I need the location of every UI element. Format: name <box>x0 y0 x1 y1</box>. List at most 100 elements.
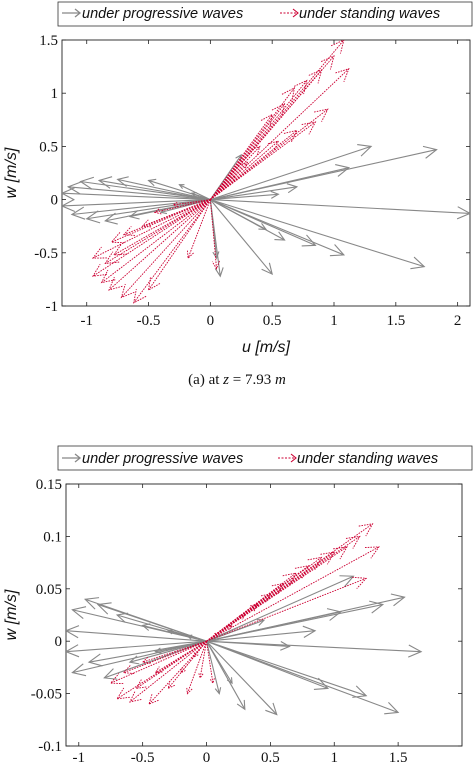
standing-wave-vector-a <box>210 79 308 200</box>
standing-wave-vector-a <box>133 199 211 304</box>
progressive-wave-vector-b <box>71 640 207 677</box>
x-tick-label-b: 0 <box>203 750 211 764</box>
progressive-wave-vector-a <box>79 176 211 201</box>
y-tick-label-a: -1 <box>46 299 59 315</box>
standing-wave-vector-a <box>210 129 298 200</box>
progressive-wave-vector-a <box>210 199 268 230</box>
progressive-wave-vector-a <box>97 176 211 201</box>
standing-wave-vector-b <box>109 640 207 685</box>
y-tick-label-b: 0 <box>55 634 63 650</box>
standing-wave-vector-a <box>210 175 236 200</box>
caption-a-value: = 7.93 <box>233 372 271 388</box>
progressive-wave-vector-a <box>210 199 426 270</box>
progressive-wave-vector-a <box>210 164 351 201</box>
vectors-a <box>62 40 470 304</box>
progressive-wave-vector-b <box>66 625 207 642</box>
x-tick-label-b: -1 <box>73 750 86 764</box>
progressive-wave-vector-b <box>128 640 207 665</box>
standing-wave-vector-b <box>206 632 221 642</box>
plot-area-a <box>61 39 471 307</box>
y-axis-label-a: w [m/s] <box>3 147 20 198</box>
standing-wave-vector-a <box>110 199 211 244</box>
caption-a-prefix: (a) at <box>188 372 220 388</box>
progressive-wave-vector-b <box>186 634 207 642</box>
standing-wave-vector-a <box>153 199 211 215</box>
standing-wave-vector-a <box>100 199 211 284</box>
progressive-wave-vector-a <box>210 183 299 201</box>
standing-wave-vector-b <box>206 582 284 642</box>
y-tick-label-b: 0.05 <box>36 582 62 598</box>
standing-wave-vector-a <box>120 199 211 299</box>
standing-wave-vector-b <box>135 640 207 689</box>
progressive-wave-vector-b <box>206 625 317 642</box>
standing-wave-vector-b <box>206 546 380 642</box>
legend-b: under progressive waves under standing w… <box>57 445 473 471</box>
progressive-wave-vector-b <box>206 640 233 685</box>
x-axis-label-a: u [m/s] <box>242 339 291 356</box>
standing-wave-vector-a <box>141 199 211 228</box>
progressive-wave-vector-b <box>96 602 207 642</box>
standing-wave-vector-b <box>198 641 207 679</box>
x-tick-label-b: -0.5 <box>131 750 155 764</box>
standing-wave-vector-b <box>186 641 207 695</box>
chart-a: under progressive waves under standing w… <box>3 1 473 388</box>
y-tick-label-b: 0.1 <box>43 529 62 545</box>
standing-wave-vector-a <box>113 199 211 256</box>
standing-wave-vector-b <box>206 572 297 642</box>
progressive-wave-vector-b <box>206 575 355 642</box>
x-tick-label-b: 0.5 <box>261 750 280 764</box>
y-tick-label-a: 1 <box>51 86 59 102</box>
progressive-wave-vector-a <box>210 190 280 201</box>
standing-wave-vector-b <box>206 593 272 642</box>
progressive-wave-vector-b <box>206 608 342 642</box>
ticks-a: -1 -0.5 0 0.5 1 1.5 2 -1 -0.5 0 0.5 1 1.5 <box>34 33 470 329</box>
vector-field-a <box>62 40 470 304</box>
progressive-wave-vector-b <box>154 640 207 654</box>
caption-a-var: z <box>222 372 229 388</box>
legend-b-box <box>57 445 473 471</box>
progressive-wave-vector-b <box>103 640 207 680</box>
y-tick-label-b: -0.05 <box>31 687 62 703</box>
x-tick-label-a: -0.5 <box>137 313 161 329</box>
progressive-wave-vector-b <box>206 640 330 691</box>
standing-wave-vector-a <box>210 69 323 200</box>
standing-wave-vector-b <box>193 640 207 658</box>
standing-wave-vector-b <box>154 640 207 674</box>
standing-wave-vector-a <box>172 199 211 207</box>
legend-b-progressive-swatch-head <box>74 453 82 463</box>
standing-wave-vector-a <box>210 103 286 200</box>
standing-wave-vector-a <box>122 199 211 236</box>
x-tick-label-a: -1 <box>80 313 93 329</box>
standing-wave-vector-b <box>206 551 336 642</box>
y-axis-label-b: w [m/s] <box>3 589 20 640</box>
standing-wave-vector-a <box>209 113 273 200</box>
caption-a-unit: m <box>275 372 286 388</box>
standing-wave-vector-a <box>147 199 211 291</box>
progressive-wave-vector-a <box>210 199 470 220</box>
standing-wave-vector-a <box>210 140 280 200</box>
legend-b-progressive-label: under progressive waves <box>82 451 243 467</box>
x-tick-label-a: 0 <box>207 313 215 329</box>
ticks-b: -1 -0.5 0 0.5 1 1.5 -0.1 -0.05 0 0.05 0.1 0.15 <box>31 477 462 764</box>
standing-wave-vector-a <box>187 199 211 260</box>
y-tick-label-b: 0.15 <box>36 477 62 493</box>
progressive-wave-vector-b <box>206 640 291 651</box>
vector-field-b <box>66 523 423 716</box>
standing-wave-vector-b <box>148 640 207 705</box>
legend-a-box <box>57 1 473 27</box>
legend-a-standing-swatch-head <box>292 8 299 18</box>
standing-wave-vector-b <box>141 640 207 664</box>
caption-a: (a) at z = 7.93 m <box>188 372 286 388</box>
progressive-wave-vector-a <box>210 199 317 247</box>
progressive-wave-vector-b <box>66 640 207 658</box>
standing-wave-vector-b <box>206 641 215 685</box>
chart-b: under progressive waves under standing w… <box>3 445 473 764</box>
standing-wave-vector-a <box>104 199 211 264</box>
progressive-wave-vector-a <box>190 192 211 201</box>
legend-b-standing-swatch-head <box>290 453 297 463</box>
x-tick-label-b: 1 <box>331 750 339 764</box>
plot-area-b <box>65 483 463 747</box>
x-tick-label-b: 1.5 <box>389 750 408 764</box>
progressive-wave-vector-b <box>205 641 222 695</box>
